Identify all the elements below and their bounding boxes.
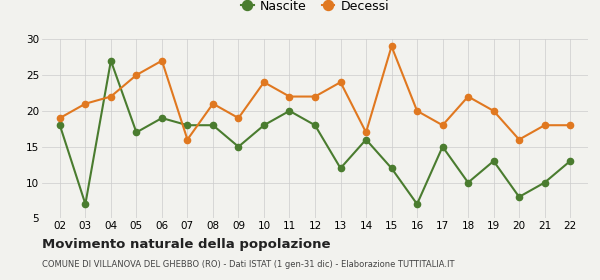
Decessi: [515, 138, 523, 141]
Nascite: [388, 167, 395, 170]
Text: COMUNE DI VILLANOVA DEL GHEBBO (RO) - Dati ISTAT (1 gen-31 dic) - Elaborazione T: COMUNE DI VILLANOVA DEL GHEBBO (RO) - Da…: [42, 260, 455, 269]
Nascite: [490, 159, 497, 163]
Decessi: [541, 123, 548, 127]
Decessi: [464, 95, 472, 98]
Decessi: [82, 102, 89, 105]
Decessi: [286, 95, 293, 98]
Decessi: [184, 138, 191, 141]
Nascite: [235, 145, 242, 148]
Decessi: [209, 102, 217, 105]
Nascite: [464, 181, 472, 184]
Nascite: [158, 116, 166, 120]
Line: Nascite: Nascite: [57, 58, 573, 207]
Nascite: [286, 109, 293, 113]
Nascite: [184, 123, 191, 127]
Decessi: [566, 123, 574, 127]
Decessi: [158, 59, 166, 62]
Decessi: [490, 109, 497, 113]
Nascite: [541, 181, 548, 184]
Nascite: [413, 202, 421, 206]
Nascite: [56, 123, 64, 127]
Decessi: [107, 95, 115, 98]
Nascite: [362, 138, 370, 141]
Decessi: [388, 45, 395, 48]
Decessi: [56, 116, 64, 120]
Nascite: [311, 123, 319, 127]
Text: Movimento naturale della popolazione: Movimento naturale della popolazione: [42, 238, 331, 251]
Nascite: [337, 167, 344, 170]
Nascite: [82, 202, 89, 206]
Decessi: [439, 123, 446, 127]
Nascite: [260, 123, 268, 127]
Decessi: [413, 109, 421, 113]
Line: Decessi: Decessi: [57, 43, 573, 143]
Legend: Nascite, Decessi: Nascite, Decessi: [236, 0, 394, 18]
Decessi: [133, 73, 140, 77]
Nascite: [133, 131, 140, 134]
Nascite: [209, 123, 217, 127]
Nascite: [439, 145, 446, 148]
Decessi: [235, 116, 242, 120]
Decessi: [311, 95, 319, 98]
Nascite: [515, 195, 523, 199]
Nascite: [107, 59, 115, 62]
Decessi: [337, 81, 344, 84]
Decessi: [260, 81, 268, 84]
Nascite: [566, 159, 574, 163]
Decessi: [362, 131, 370, 134]
